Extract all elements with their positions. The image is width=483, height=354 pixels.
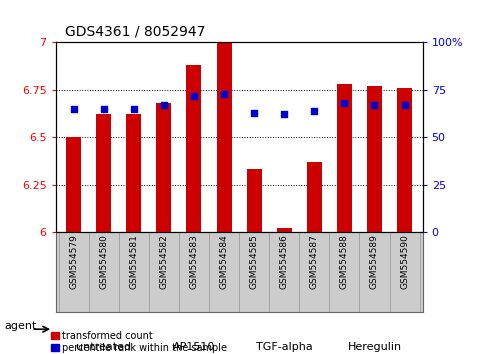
Text: GSM554582: GSM554582 [159, 234, 169, 289]
Bar [209, 232, 239, 312]
Text: GSM554584: GSM554584 [220, 234, 228, 289]
Bar [367, 86, 382, 232]
Bar [119, 232, 149, 312]
Point [311, 108, 318, 114]
Bar [307, 162, 322, 232]
Text: GSM554590: GSM554590 [400, 234, 409, 289]
Bar [247, 169, 262, 232]
Bar [359, 232, 389, 312]
Point [130, 106, 138, 112]
Bar [269, 232, 299, 312]
Point [190, 93, 198, 98]
Bar [277, 228, 292, 232]
Text: TGF-alpha: TGF-alpha [256, 342, 313, 352]
Point [250, 110, 258, 115]
Bar [299, 232, 329, 312]
Bar [186, 65, 201, 232]
Text: GSM554589: GSM554589 [370, 234, 379, 289]
Text: GSM554585: GSM554585 [250, 234, 258, 289]
Text: GSM554580: GSM554580 [99, 234, 108, 289]
Bar [389, 232, 420, 312]
Bar [216, 42, 231, 232]
Text: untreated: untreated [76, 342, 131, 352]
Bar [126, 114, 142, 232]
Bar [337, 84, 352, 232]
Legend: transformed count, percentile rank within the sample: transformed count, percentile rank withi… [51, 331, 227, 353]
Bar [89, 232, 119, 312]
Bar [156, 103, 171, 232]
Point [220, 91, 228, 96]
Point [100, 106, 108, 112]
Bar [329, 232, 359, 312]
Text: GSM554588: GSM554588 [340, 234, 349, 289]
Text: GSM554579: GSM554579 [69, 234, 78, 289]
Point [401, 102, 409, 108]
Text: GSM554586: GSM554586 [280, 234, 289, 289]
Text: agent: agent [5, 321, 37, 331]
Bar [239, 232, 269, 312]
Bar [96, 114, 111, 232]
Text: GSM554583: GSM554583 [189, 234, 199, 289]
Text: GDS4361 / 8052947: GDS4361 / 8052947 [65, 25, 206, 39]
Bar [397, 88, 412, 232]
Point [341, 100, 348, 106]
Bar [58, 232, 89, 312]
Text: GSM554587: GSM554587 [310, 234, 319, 289]
Bar [179, 232, 209, 312]
Bar [66, 137, 81, 232]
Point [70, 106, 77, 112]
Bar [149, 232, 179, 312]
Text: GSM554581: GSM554581 [129, 234, 138, 289]
Point [370, 102, 378, 108]
Text: AP1510: AP1510 [173, 342, 215, 352]
Text: Heregulin: Heregulin [347, 342, 401, 352]
Point [160, 102, 168, 108]
Point [280, 112, 288, 117]
